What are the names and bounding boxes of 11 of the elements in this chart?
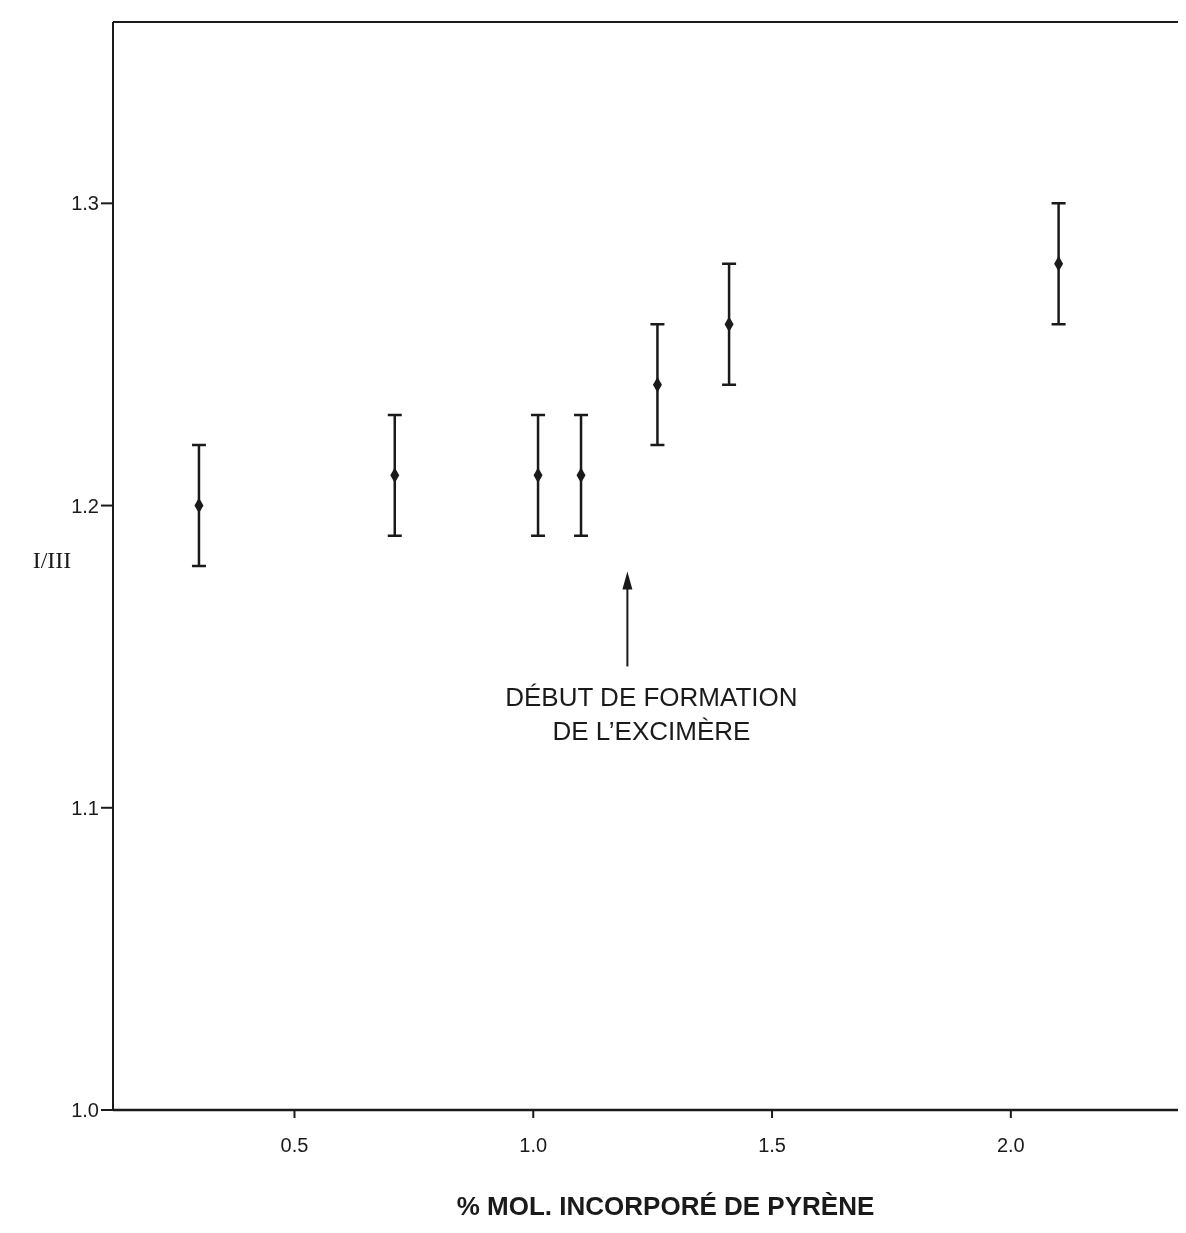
x-tick-label: 0.5: [280, 1134, 309, 1156]
y-axis-title: I/III: [32, 547, 72, 573]
x-tick-label: 1.0: [519, 1134, 548, 1156]
x-tick-label: 2.0: [996, 1134, 1025, 1156]
y-tick-label: 1.3: [71, 192, 99, 215]
y-tick-label: 1.1: [71, 796, 99, 819]
y-tick-label: 1.0: [71, 1099, 99, 1121]
x-axis-title: % MOL. INCORPORÉ DE PYRÈNE: [456, 1191, 875, 1221]
y-tick-label: 1.2: [71, 494, 99, 517]
annotation: DÉBUT DE FORMATION DE L’EXCIMÈRE: [505, 682, 798, 747]
x-tick-label: 1.5: [758, 1134, 786, 1156]
